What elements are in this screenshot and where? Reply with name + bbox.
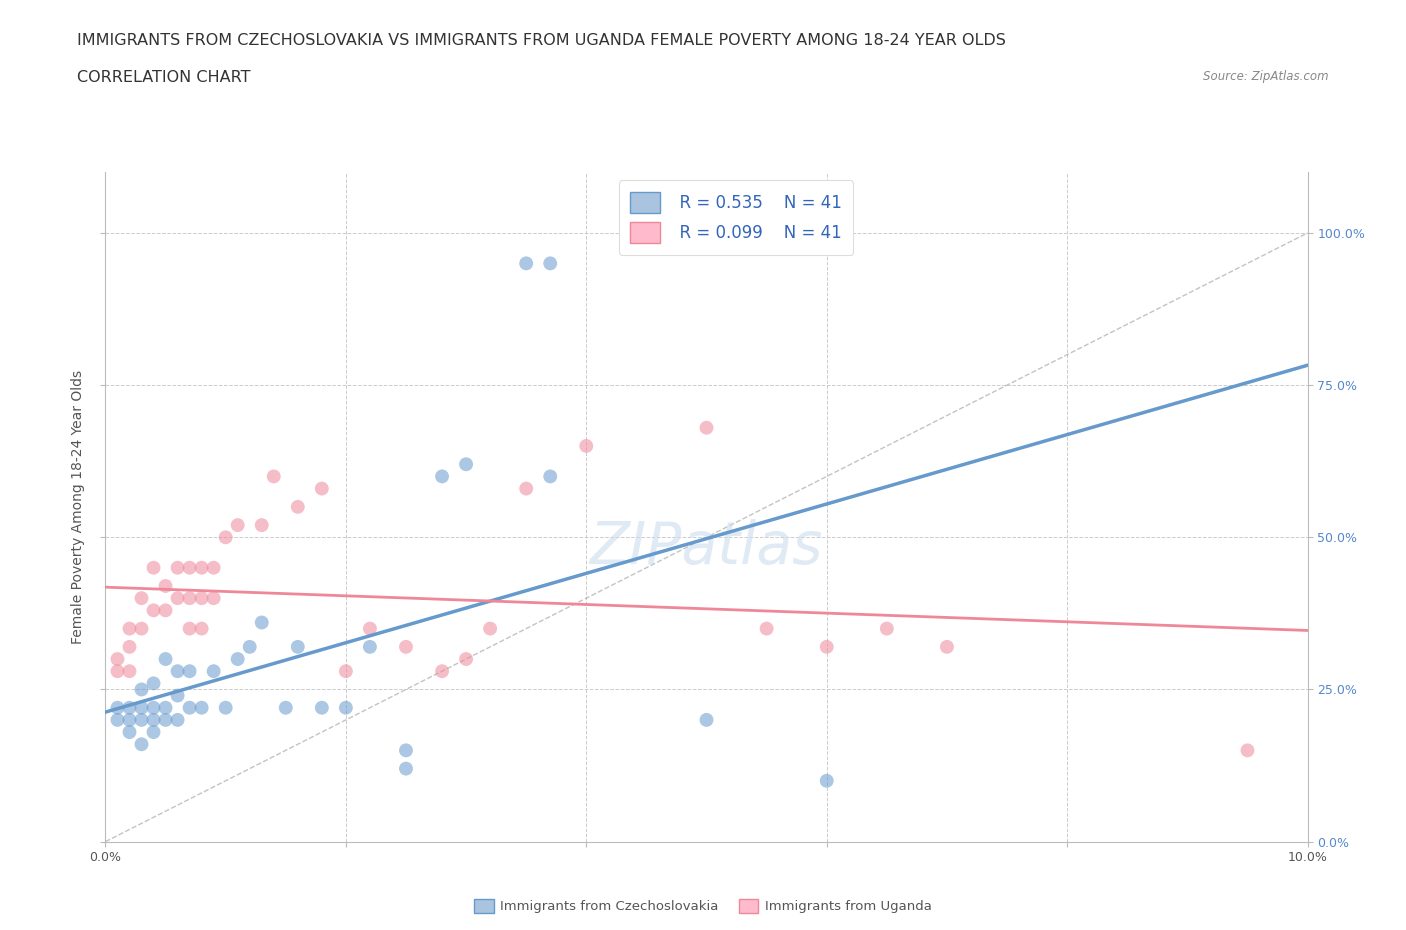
- Point: [876, 621, 898, 636]
- Point: [190, 621, 212, 636]
- Point: [142, 560, 165, 575]
- Point: [142, 712, 165, 727]
- Point: [131, 737, 153, 751]
- Text: ZIPatlas: ZIPatlas: [589, 519, 824, 576]
- Point: [107, 664, 129, 679]
- Point: [179, 700, 201, 715]
- Legend: Immigrants from Czechoslovakia, Immigrants from Uganda: Immigrants from Czechoslovakia, Immigran…: [468, 894, 938, 919]
- Point: [131, 700, 153, 715]
- Point: [155, 700, 177, 715]
- Point: [311, 481, 333, 496]
- Point: [359, 640, 381, 655]
- Point: [214, 530, 236, 545]
- Point: [538, 256, 561, 271]
- Point: [214, 700, 236, 715]
- Point: [179, 560, 201, 575]
- Point: [142, 724, 165, 739]
- Point: [118, 664, 141, 679]
- Point: [696, 420, 718, 435]
- Legend:   R = 0.535    N = 41,   R = 0.099    N = 41: R = 0.535 N = 41, R = 0.099 N = 41: [619, 180, 853, 255]
- Text: IMMIGRANTS FROM CZECHOSLOVAKIA VS IMMIGRANTS FROM UGANDA FEMALE POVERTY AMONG 18: IMMIGRANTS FROM CZECHOSLOVAKIA VS IMMIGR…: [77, 33, 1007, 47]
- Point: [107, 712, 129, 727]
- Point: [936, 640, 959, 655]
- Point: [274, 700, 297, 715]
- Point: [815, 640, 838, 655]
- Point: [815, 774, 838, 789]
- Point: [250, 518, 273, 533]
- Point: [226, 652, 249, 667]
- Point: [311, 700, 333, 715]
- Point: [335, 700, 357, 715]
- Point: [239, 640, 262, 655]
- Point: [395, 761, 418, 776]
- Point: [479, 621, 502, 636]
- Point: [226, 518, 249, 533]
- Point: [395, 743, 418, 758]
- Point: [454, 652, 477, 667]
- Point: [190, 700, 212, 715]
- Text: CORRELATION CHART: CORRELATION CHART: [77, 70, 250, 85]
- Point: [118, 621, 141, 636]
- Point: [755, 621, 778, 636]
- Point: [359, 621, 381, 636]
- Point: [142, 676, 165, 691]
- Point: [118, 712, 141, 727]
- Point: [190, 560, 212, 575]
- Point: [155, 578, 177, 593]
- Point: [142, 603, 165, 618]
- Point: [118, 640, 141, 655]
- Point: [131, 591, 153, 605]
- Point: [166, 712, 188, 727]
- Point: [131, 621, 153, 636]
- Point: [1236, 743, 1258, 758]
- Point: [166, 560, 188, 575]
- Point: [287, 640, 309, 655]
- Point: [131, 712, 153, 727]
- Point: [166, 688, 188, 703]
- Point: [202, 591, 225, 605]
- Point: [515, 256, 537, 271]
- Point: [179, 591, 201, 605]
- Point: [118, 700, 141, 715]
- Point: [166, 591, 188, 605]
- Point: [395, 640, 418, 655]
- Point: [118, 724, 141, 739]
- Point: [575, 439, 598, 454]
- Point: [142, 700, 165, 715]
- Point: [155, 712, 177, 727]
- Point: [250, 615, 273, 630]
- Point: [696, 712, 718, 727]
- Point: [430, 664, 453, 679]
- Point: [287, 499, 309, 514]
- Point: [179, 664, 201, 679]
- Point: [107, 700, 129, 715]
- Point: [166, 664, 188, 679]
- Point: [131, 682, 153, 697]
- Point: [190, 591, 212, 605]
- Point: [202, 560, 225, 575]
- Text: Source: ZipAtlas.com: Source: ZipAtlas.com: [1204, 70, 1329, 83]
- Point: [155, 652, 177, 667]
- Point: [107, 652, 129, 667]
- Y-axis label: Female Poverty Among 18-24 Year Olds: Female Poverty Among 18-24 Year Olds: [70, 370, 84, 644]
- Point: [202, 664, 225, 679]
- Point: [515, 481, 537, 496]
- Point: [179, 621, 201, 636]
- Point: [454, 457, 477, 472]
- Point: [430, 469, 453, 484]
- Point: [335, 664, 357, 679]
- Point: [155, 603, 177, 618]
- Point: [538, 469, 561, 484]
- Point: [263, 469, 285, 484]
